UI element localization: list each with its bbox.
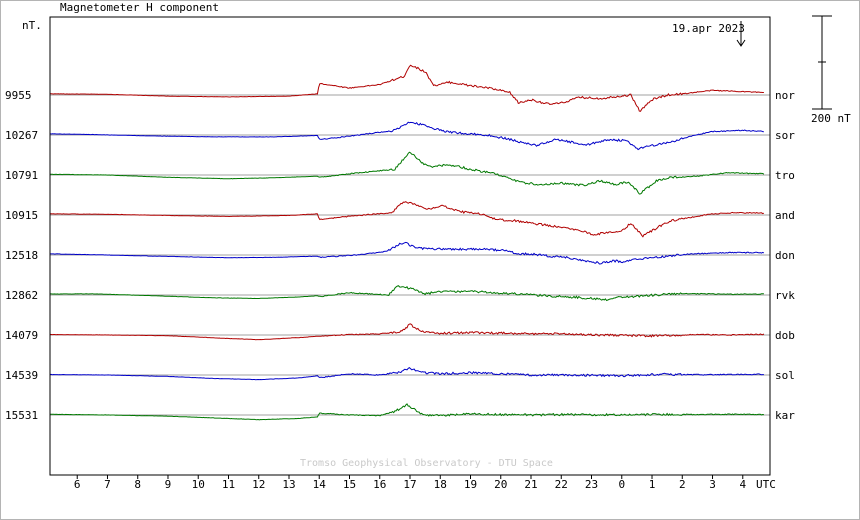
watermark: Tromso Geophysical Observatory - DTU Spa… bbox=[300, 458, 553, 469]
baseline-value-tro: 10791 bbox=[5, 169, 38, 182]
x-tick-label-21: 21 bbox=[524, 478, 537, 491]
x-tick-label-0: 0 bbox=[618, 478, 625, 491]
unit-label: nT. bbox=[22, 19, 42, 32]
x-tick-label-3: 3 bbox=[709, 478, 716, 491]
x-tick-label-23: 23 bbox=[585, 478, 598, 491]
x-axis-ticks: 6 7 8 9 10 11 12 13 14 15 16 17 18 19 20 21 22 23 0 1 2 3 4 bbox=[74, 475, 746, 491]
station-traces bbox=[49, 64, 765, 421]
trace-sol bbox=[49, 366, 764, 381]
x-tick-label-17: 17 bbox=[403, 478, 416, 491]
station-label-don: don bbox=[775, 249, 795, 262]
baseline-labels: 9955 10267 10791 10915 12518 12862 14079 14539 1… bbox=[5, 89, 38, 422]
station-labels: nor sor tro and don rvk dob sol kar bbox=[775, 89, 795, 422]
scale-bar-label: 200 nT bbox=[811, 112, 851, 125]
x-tick-label-12: 12 bbox=[252, 478, 265, 491]
station-label-kar: kar bbox=[775, 409, 795, 422]
baseline-value-don: 12518 bbox=[5, 249, 38, 262]
station-label-sor: sor bbox=[775, 129, 795, 142]
scale-bar bbox=[812, 15, 832, 110]
baseline-value-dob: 14079 bbox=[5, 329, 38, 342]
x-tick-label-2: 2 bbox=[679, 478, 686, 491]
x-tick-label-9: 9 bbox=[165, 478, 172, 491]
x-tick-label-4: 4 bbox=[739, 478, 746, 491]
trace-sor bbox=[49, 121, 764, 151]
trace-kar bbox=[50, 403, 764, 421]
x-tick-label-15: 15 bbox=[343, 478, 356, 491]
x-tick-label-16: 16 bbox=[373, 478, 386, 491]
x-tick-label-7: 7 bbox=[104, 478, 111, 491]
station-label-nor: nor bbox=[775, 89, 795, 102]
trace-and bbox=[49, 201, 765, 238]
trace-tro bbox=[50, 151, 765, 195]
station-label-rvk: rvk bbox=[775, 289, 795, 302]
x-tick-label-13: 13 bbox=[282, 478, 295, 491]
baseline-value-kar: 15531 bbox=[5, 409, 38, 422]
x-tick-label-18: 18 bbox=[434, 478, 447, 491]
x-tick-label-14: 14 bbox=[313, 478, 327, 491]
x-tick-label-10: 10 bbox=[192, 478, 205, 491]
x-tick-label-20: 20 bbox=[494, 478, 507, 491]
baseline-value-sol: 14539 bbox=[5, 369, 38, 382]
baseline-value-sor: 10267 bbox=[5, 129, 38, 142]
x-tick-label-8: 8 bbox=[134, 478, 141, 491]
station-label-sol: sol bbox=[775, 369, 795, 382]
x-tick-label-6: 6 bbox=[74, 478, 81, 491]
x-tick-label-11: 11 bbox=[222, 478, 235, 491]
baseline-value-rvk: 12862 bbox=[5, 289, 38, 302]
trace-dob bbox=[49, 323, 765, 341]
chart-title: Magnetometer H component bbox=[60, 1, 219, 14]
x-tick-label-1: 1 bbox=[649, 478, 656, 491]
x-axis-label: UTC bbox=[756, 478, 776, 491]
station-label-tro: tro bbox=[775, 169, 795, 182]
trace-don bbox=[50, 241, 765, 265]
baseline-value-and: 10915 bbox=[5, 209, 38, 222]
trace-rvk bbox=[50, 285, 764, 302]
time-marker-arrow bbox=[736, 21, 746, 47]
station-label-and: and bbox=[775, 209, 795, 222]
x-tick-label-22: 22 bbox=[555, 478, 568, 491]
baseline-value-nor: 9955 bbox=[5, 89, 32, 102]
x-tick-label-19: 19 bbox=[464, 478, 477, 491]
date-label: 19.apr 2023 bbox=[672, 22, 745, 35]
trace-nor bbox=[50, 64, 764, 112]
station-label-dob: dob bbox=[775, 329, 795, 342]
